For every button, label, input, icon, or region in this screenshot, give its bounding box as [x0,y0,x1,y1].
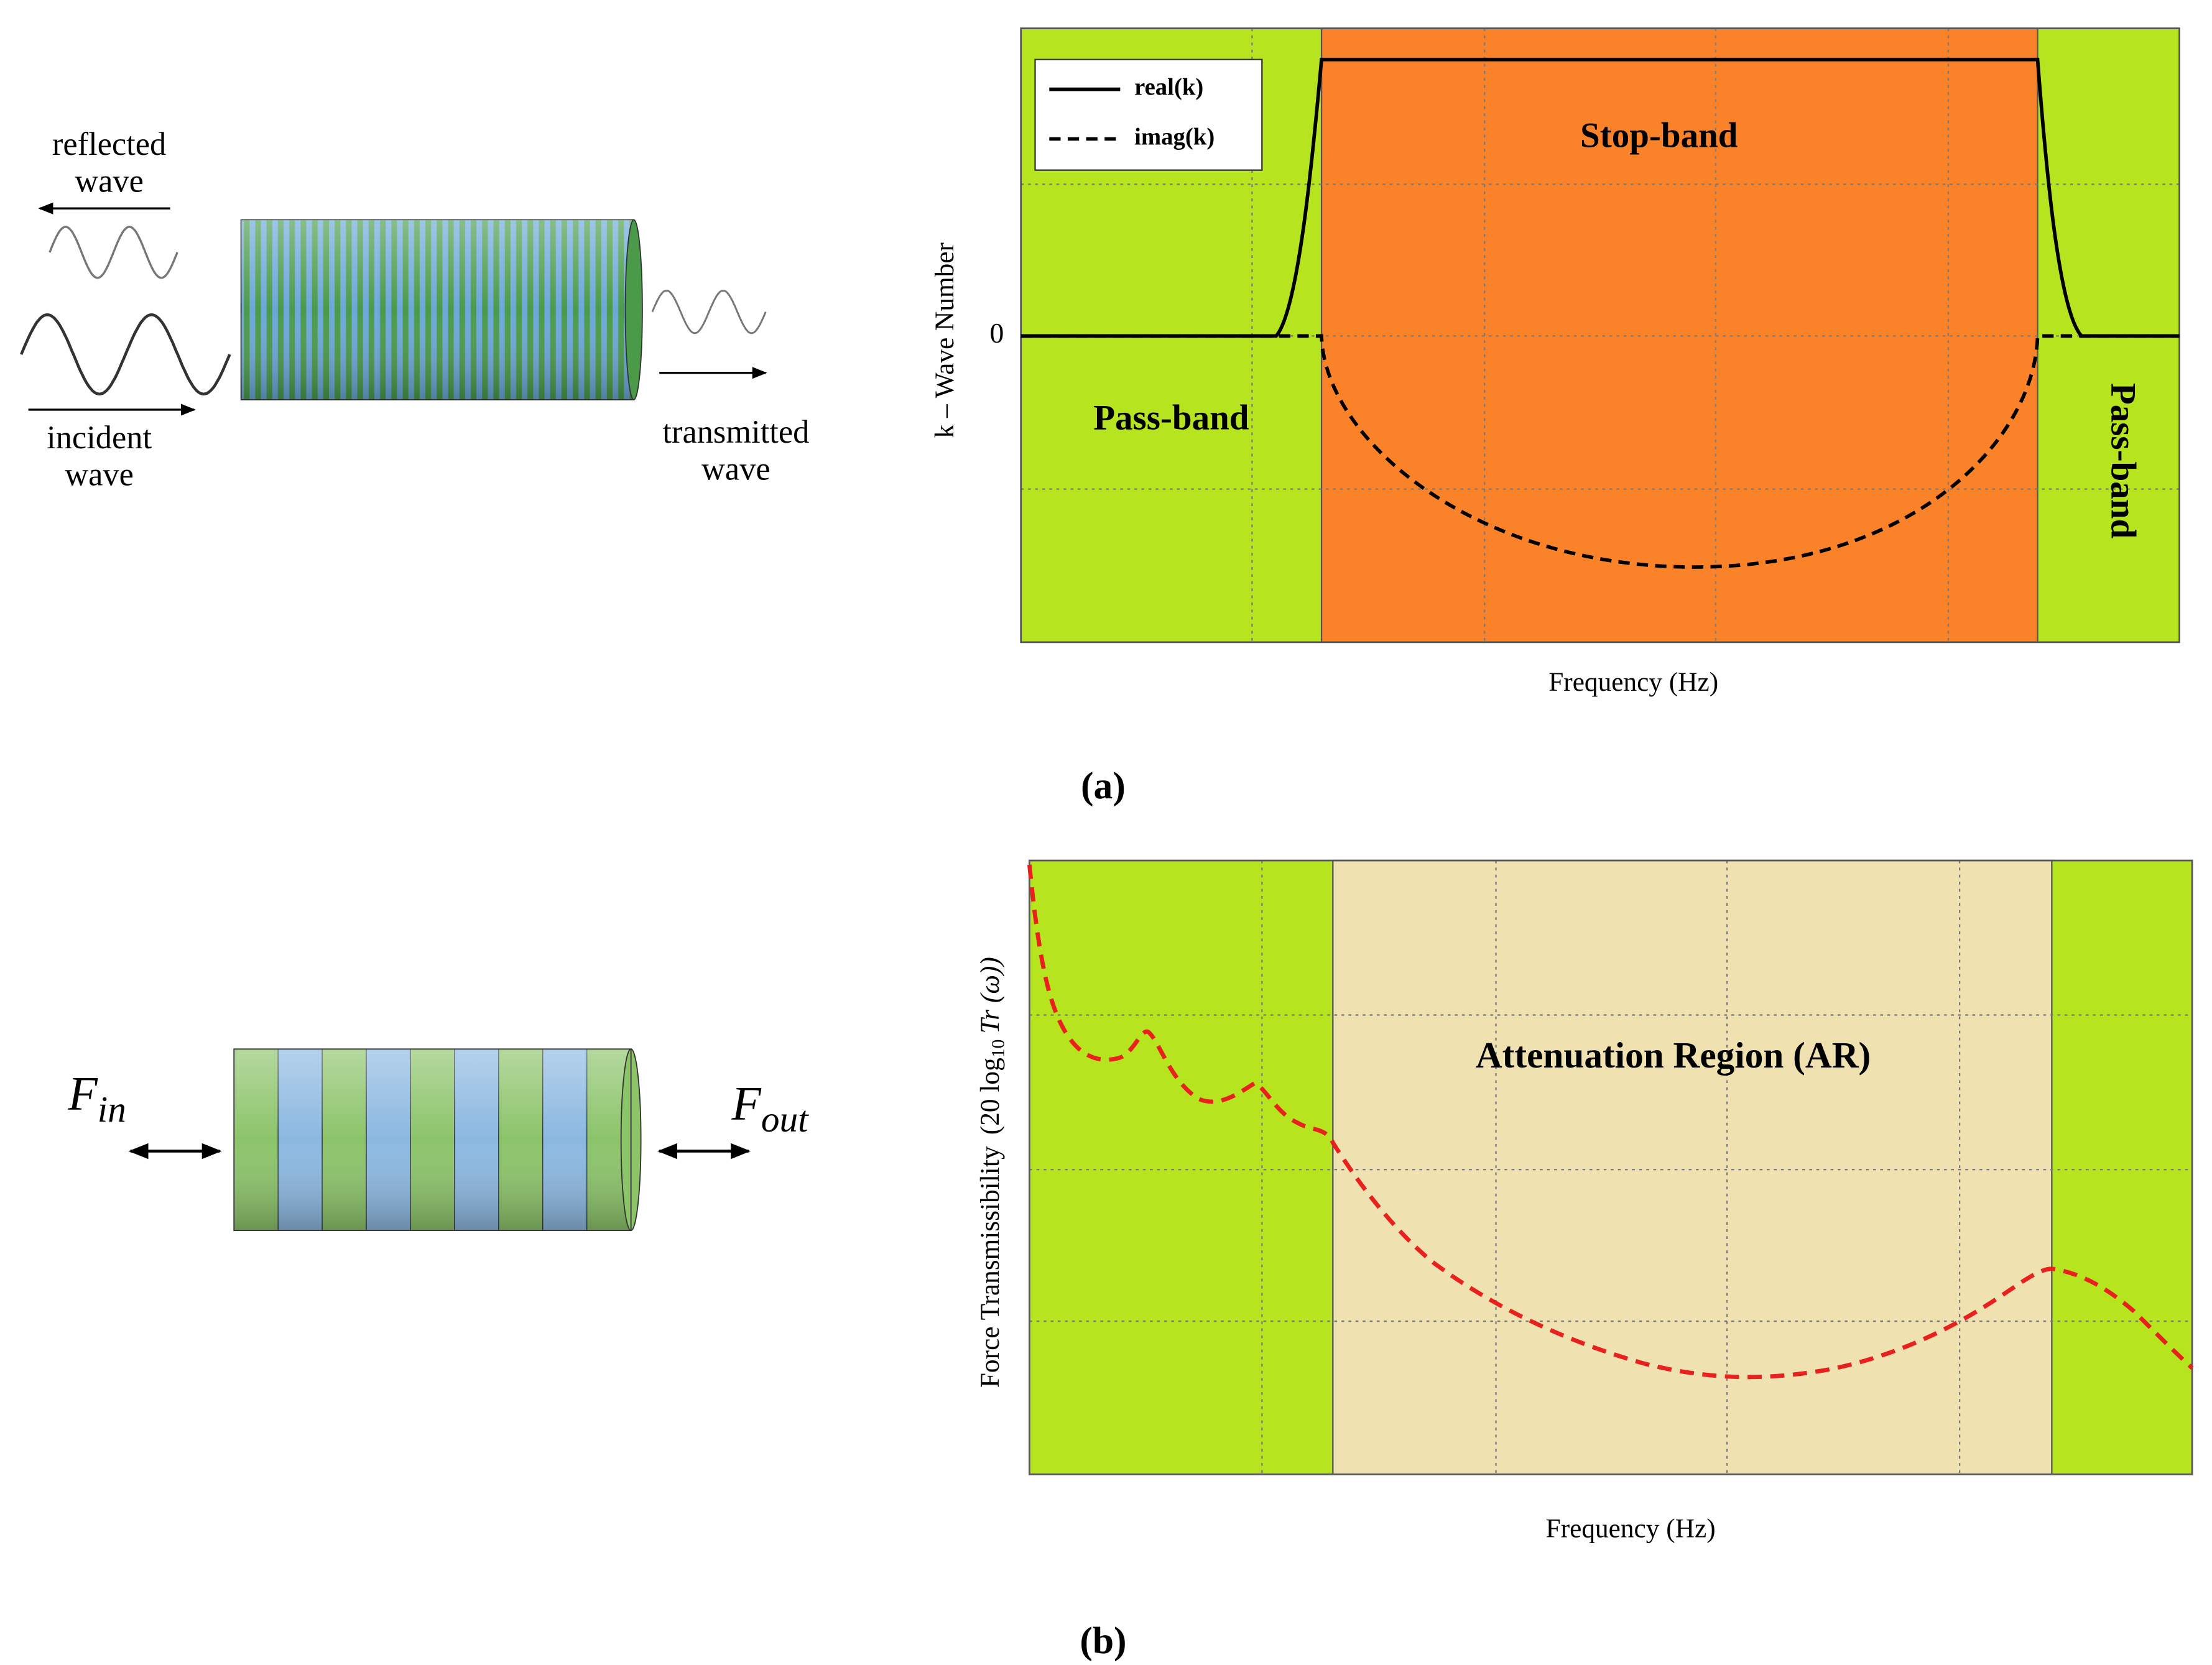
cylinder-shade [241,219,634,400]
label-part: Force Transmissibility [975,1146,1005,1388]
y-tick-label: 0 [990,317,1004,349]
cylinder-shade [234,1049,631,1231]
label: incident [47,420,152,456]
label-part: (20 log [975,1058,1005,1135]
region-label: Pass-band [1093,398,1249,437]
region-label: Pass-band [2104,383,2143,539]
schematic-b: Fin Fout [67,1048,810,1232]
subscript: out [761,1098,809,1139]
y-axis-label: Force Transmissibility (20 log10 Tr (ω)) [975,957,1008,1388]
transmissibility-curve [1027,864,2194,1380]
reflected-wave [49,226,178,279]
label: wave [75,163,144,199]
plot-a: real(k) imag(k) Stop-band Pass-band Pass… [930,27,2180,807]
subscript: in [98,1089,126,1130]
region-label: Stop-band [1580,116,1738,155]
symbol: F [731,1077,762,1130]
legend-label: real(k) [1134,74,1203,101]
attenuation-area [1332,859,2053,1475]
label-part: 10 [988,1040,1008,1058]
x-axis-label: Frequency (Hz) [1548,667,1718,697]
label: transmitted [662,414,809,450]
plot-b: Attenuation Region (AR) Force Transmissi… [975,859,2194,1662]
label-part: Tr (ω)) [975,957,1005,1033]
force-label: Fin [67,1067,126,1130]
region-label: Attenuation Region (AR) [1476,1035,1871,1076]
imag-curve [1020,334,2180,569]
panel-label: (b) [1080,1620,1126,1662]
x-axis-label: Frequency (Hz) [1546,1513,1716,1543]
label: wave [65,456,134,492]
transmitted-wave [651,289,767,334]
incident-wave [20,313,231,396]
real-curve [1020,57,2180,338]
plot-frame [1029,859,2193,1475]
label: wave [701,451,770,487]
force-label: Fout [731,1077,810,1140]
stop-band-area [1320,27,2038,643]
panel-label: (a) [1081,765,1126,807]
label: reflected [52,126,166,162]
schematic-a: reflected wave incident wave transmitted… [20,126,809,492]
y-axis-label: k – Wave Number [930,242,960,438]
cylinder-outline [233,1048,632,1232]
symbol: F [67,1067,98,1120]
legend [1034,58,1263,171]
cylinder-end [624,219,643,400]
legend-label: imag(k) [1134,123,1215,150]
